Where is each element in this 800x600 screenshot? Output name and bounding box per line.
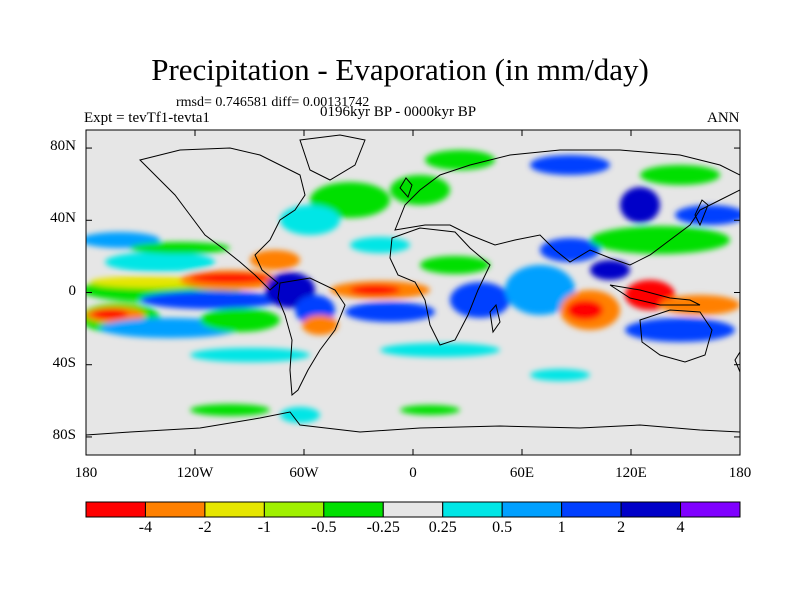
colorbar-label-3: -0.5: [311, 519, 337, 536]
field-blob: [250, 250, 300, 270]
field-blob: [302, 315, 338, 335]
lon-label-0: 0: [409, 465, 417, 481]
colorbar: [85, 501, 741, 518]
map-title: Precipitation - Evaporation (in mm/day): [151, 52, 649, 87]
new-zealand-coast: [734, 351, 740, 373]
field-blob: [590, 226, 730, 254]
lat-label-40s: 40S: [52, 354, 76, 371]
colorbar-label-7: 1: [557, 519, 566, 536]
colorbar-swatch-10: [680, 501, 741, 518]
colorbar-label-1: -2: [198, 519, 212, 536]
field-blob: [540, 238, 600, 262]
field-blob: [190, 273, 270, 283]
field-blob: [190, 404, 270, 416]
field-blob: [567, 300, 603, 320]
season-label: ANN: [707, 110, 740, 126]
colorbar-label-5: 0.25: [428, 519, 457, 536]
colorbar-swatch-2: [204, 501, 265, 518]
field-blob: [105, 252, 215, 272]
south-america-coast: [277, 277, 346, 397]
field-blob: [675, 205, 740, 225]
indonesia-coast: [609, 284, 701, 306]
madagascar-coast: [489, 303, 501, 334]
field-blob: [620, 187, 660, 223]
colorbar-swatch-4: [323, 501, 384, 518]
field-blob: [530, 155, 610, 175]
colorbar-label-8: 2: [617, 519, 626, 536]
field-blob: [200, 308, 280, 332]
field-blob: [505, 265, 575, 315]
lat-label-80s: 80S: [52, 426, 76, 443]
coastlines: [86, 134, 740, 436]
field-blob: [450, 282, 510, 318]
colorbar-label-4: -0.25: [366, 519, 400, 536]
colorbar-swatch-1: [144, 501, 206, 518]
field-blob: [425, 150, 495, 170]
colorbar-label-0: -4: [138, 519, 153, 536]
eurasia-coast: [394, 149, 740, 266]
field-blob: [345, 302, 435, 322]
lon-label-120w: 120W: [176, 465, 214, 481]
antarctica-coast: [86, 411, 740, 436]
colorbar-swatch-3: [263, 501, 325, 518]
north-america-coast: [139, 147, 306, 291]
colorbar-swatch-6: [442, 501, 503, 518]
field-blob: [280, 205, 340, 235]
field-blob: [140, 291, 280, 309]
lon-label-180e: 180: [728, 465, 752, 481]
colorbar-swatch-9: [620, 501, 682, 518]
field-blob: [530, 369, 590, 381]
field-blob: [90, 276, 210, 288]
field-blob: [380, 343, 500, 357]
lat-label-80n: 80N: [50, 138, 76, 155]
field-blob: [350, 285, 400, 295]
colorbar-swatch-7: [501, 501, 563, 518]
axis-ticks: [85, 130, 741, 455]
colorbar-swatch-5: [382, 501, 444, 518]
lon-label-180w: 180: [74, 465, 98, 481]
field-blob: [130, 242, 230, 254]
field-blob: [280, 407, 320, 423]
colorbar-label-6: 0.5: [492, 519, 513, 536]
australia-coast: [639, 309, 713, 363]
experiment-label: Expt = tevTf1-tevta1: [84, 110, 210, 126]
field-blob: [92, 309, 128, 319]
field-blob: [86, 232, 160, 248]
japan-coast: [694, 199, 709, 227]
colorbar-label-9: 4: [676, 519, 685, 536]
lon-label-60w: 60W: [289, 465, 319, 481]
field-blob: [190, 348, 310, 362]
colorbar-swatch-0: [85, 501, 146, 518]
stats-line: rmsd= 0.746581 diff= 0.00131742: [176, 95, 370, 110]
africa-coast: [389, 227, 491, 346]
lat-label-40n: 40N: [50, 210, 76, 227]
field-blob: [400, 405, 460, 415]
colorbar-swatch-8: [561, 501, 622, 518]
colorbar-label-2: -1: [257, 519, 272, 536]
period-label: 0196kyr BP - 0000kyr BP: [320, 104, 477, 120]
field-blob: [350, 237, 410, 253]
field-blob: [640, 165, 720, 185]
greenland-coast: [299, 134, 366, 181]
lon-label-60e: 60E: [509, 465, 535, 481]
lon-label-120e: 120E: [615, 465, 647, 481]
field-blob: [590, 260, 630, 280]
uk-coast: [399, 177, 413, 198]
field-blob: [420, 256, 490, 274]
lat-label-eq: 0: [68, 282, 77, 299]
